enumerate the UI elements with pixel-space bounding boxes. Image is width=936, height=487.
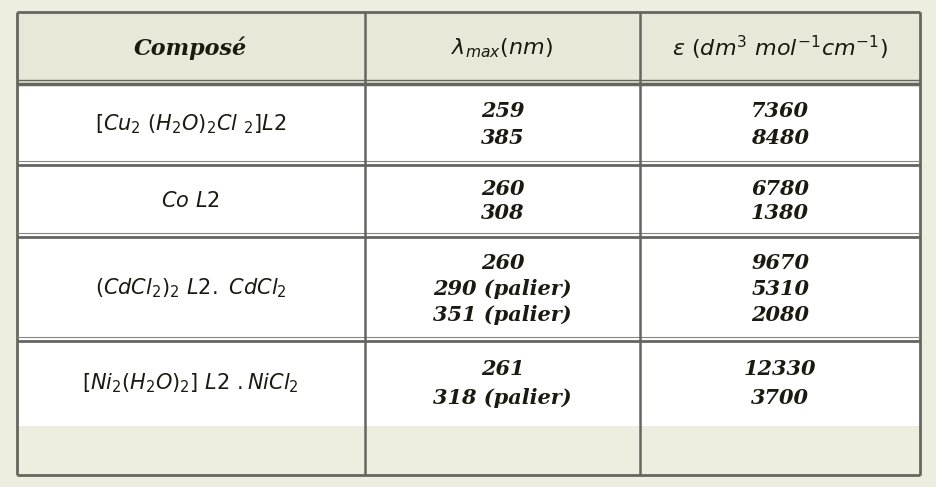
Text: $(CdCl_2)_2\ L2.\ CdCl_2$: $(CdCl_2)_2\ L2.\ CdCl_2$ bbox=[95, 277, 286, 300]
Text: 351 (palier): 351 (palier) bbox=[432, 305, 571, 325]
Text: 318 (palier): 318 (palier) bbox=[432, 388, 571, 408]
Bar bbox=[639, 84, 919, 165]
Bar bbox=[364, 12, 639, 84]
Text: $Co\ L2$: $Co\ L2$ bbox=[161, 191, 220, 211]
Text: 260: 260 bbox=[480, 179, 523, 199]
Text: 261: 261 bbox=[480, 359, 523, 379]
Bar bbox=[17, 84, 364, 165]
Bar bbox=[364, 165, 639, 237]
Text: 259: 259 bbox=[480, 101, 523, 121]
Text: 3700: 3700 bbox=[751, 388, 809, 408]
Text: $[Cu_2\ (H_2O)_2Cl\ _2]L2$: $[Cu_2\ (H_2O)_2Cl\ _2]L2$ bbox=[95, 112, 286, 136]
Text: $[Ni_2(H_2O)_2]\ L2\ .NiCl_2$: $[Ni_2(H_2O)_2]\ L2\ .NiCl_2$ bbox=[82, 372, 299, 395]
Text: 260: 260 bbox=[480, 253, 523, 273]
Bar bbox=[639, 12, 919, 84]
Text: $\lambda_{max}(nm)$: $\lambda_{max}(nm)$ bbox=[451, 36, 553, 60]
Text: $\varepsilon\ (dm^3\ mol^{-1}cm^{-1})$: $\varepsilon\ (dm^3\ mol^{-1}cm^{-1})$ bbox=[671, 34, 887, 62]
Text: 1380: 1380 bbox=[751, 203, 809, 223]
Text: 385: 385 bbox=[480, 128, 523, 148]
Bar bbox=[364, 84, 639, 165]
Text: 9670: 9670 bbox=[751, 253, 809, 273]
Bar bbox=[17, 12, 364, 84]
Text: 8480: 8480 bbox=[751, 128, 809, 148]
Text: 5310: 5310 bbox=[751, 279, 809, 299]
Text: 2080: 2080 bbox=[751, 305, 809, 325]
Text: 308: 308 bbox=[480, 203, 523, 223]
Bar bbox=[17, 237, 364, 341]
Bar bbox=[639, 165, 919, 237]
Text: Composé: Composé bbox=[134, 36, 247, 60]
Bar bbox=[17, 341, 364, 426]
Text: 290 (palier): 290 (palier) bbox=[432, 279, 571, 299]
Text: 12330: 12330 bbox=[743, 359, 815, 379]
Text: 6780: 6780 bbox=[751, 179, 809, 199]
Bar bbox=[17, 165, 364, 237]
Text: 7360: 7360 bbox=[751, 101, 809, 121]
Bar bbox=[639, 341, 919, 426]
Bar bbox=[364, 341, 639, 426]
Bar bbox=[364, 237, 639, 341]
Bar bbox=[639, 237, 919, 341]
